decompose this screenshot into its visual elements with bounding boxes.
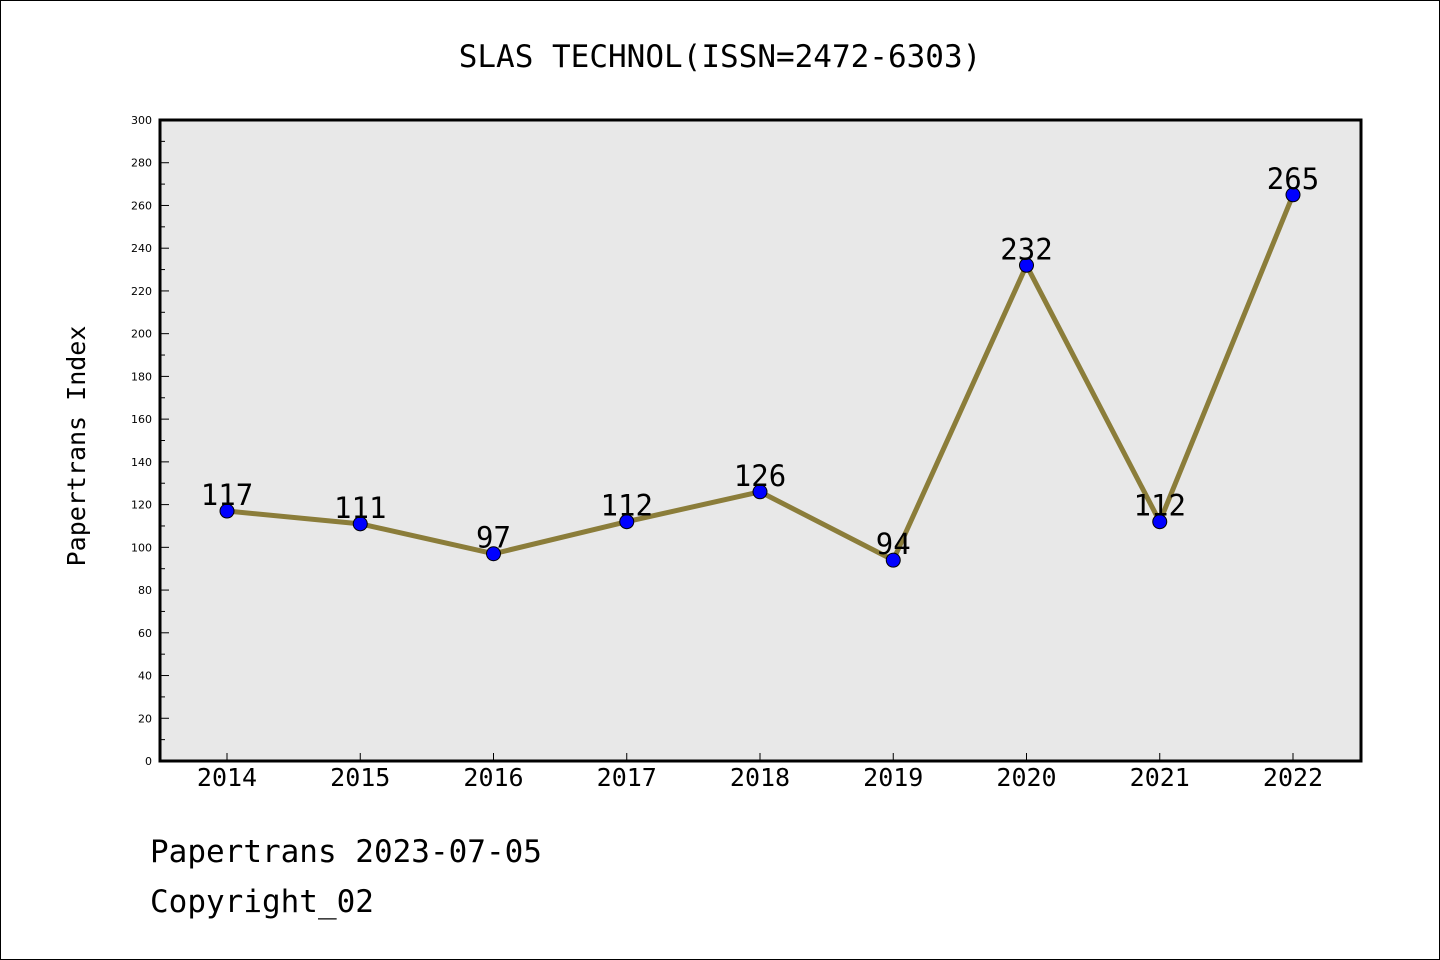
footer-copyright: Copyright_02 — [150, 884, 374, 920]
x-tick-label: 2016 — [463, 763, 523, 792]
y-tick-label: 220 — [131, 285, 152, 298]
data-label: 94 — [876, 527, 911, 561]
data-points — [219, 187, 1301, 568]
y-tick-label: 60 — [138, 627, 152, 640]
y-axis-label: Papertrans Index — [62, 326, 91, 567]
y-tick-label: 80 — [138, 584, 152, 597]
data-label: 232 — [1000, 232, 1052, 266]
y-tick-label: 100 — [131, 541, 152, 554]
x-tick-label: 2020 — [996, 763, 1056, 792]
chart-title: SLAS TECHNOL(ISSN=2472-6303) — [459, 39, 982, 75]
y-tick-label: 20 — [138, 712, 152, 725]
data-point — [486, 546, 501, 562]
y-tick-label: 40 — [138, 670, 152, 683]
x-tick-label: 2022 — [1263, 763, 1323, 792]
data-point — [219, 503, 235, 519]
y-axis: 0 20 40 60 80 100 120 140 160 180 200 220 240 260 280 3… — [131, 114, 169, 768]
data-point — [1019, 257, 1034, 273]
x-tick-label: 2014 — [197, 763, 257, 792]
data-label: 117 — [201, 478, 253, 512]
data-point — [885, 552, 901, 568]
data-point — [1152, 514, 1168, 530]
x-tick-label: 2015 — [330, 763, 390, 792]
data-point — [352, 516, 368, 532]
y-tick-label: 160 — [131, 413, 152, 426]
data-point — [619, 514, 635, 530]
y-tick-label: 120 — [131, 499, 152, 512]
data-point — [1285, 187, 1301, 203]
data-label: 97 — [476, 521, 511, 555]
data-label: 111 — [334, 491, 386, 525]
y-tick-label: 180 — [131, 370, 152, 383]
x-tick-label: 2021 — [1130, 763, 1190, 792]
data-label: 265 — [1267, 162, 1319, 196]
plot-area — [158, 118, 1363, 763]
data-label: 112 — [601, 489, 653, 523]
y-tick-label: 200 — [131, 328, 152, 341]
y-tick-label: 0 — [145, 755, 152, 768]
data-label: 126 — [734, 459, 786, 493]
x-axis: 2014 2015 2016 2017 2018 2019 2020 2021 2022 — [197, 753, 1323, 792]
data-label: 112 — [1134, 489, 1186, 523]
y-tick-label: 280 — [131, 157, 152, 170]
y-tick-label: 260 — [131, 199, 152, 212]
data-labels: 117 111 97 112 126 94 232 112 265 — [201, 162, 1319, 561]
y-tick-label: 140 — [131, 456, 152, 469]
footer-date: Papertrans 2023-07-05 — [150, 834, 542, 870]
data-point — [752, 484, 768, 500]
y-tick-label: 240 — [131, 242, 152, 255]
x-tick-label: 2019 — [863, 763, 923, 792]
x-tick-label: 2017 — [597, 763, 657, 792]
y-tick-label: 300 — [131, 114, 152, 127]
x-tick-label: 2018 — [730, 763, 790, 792]
